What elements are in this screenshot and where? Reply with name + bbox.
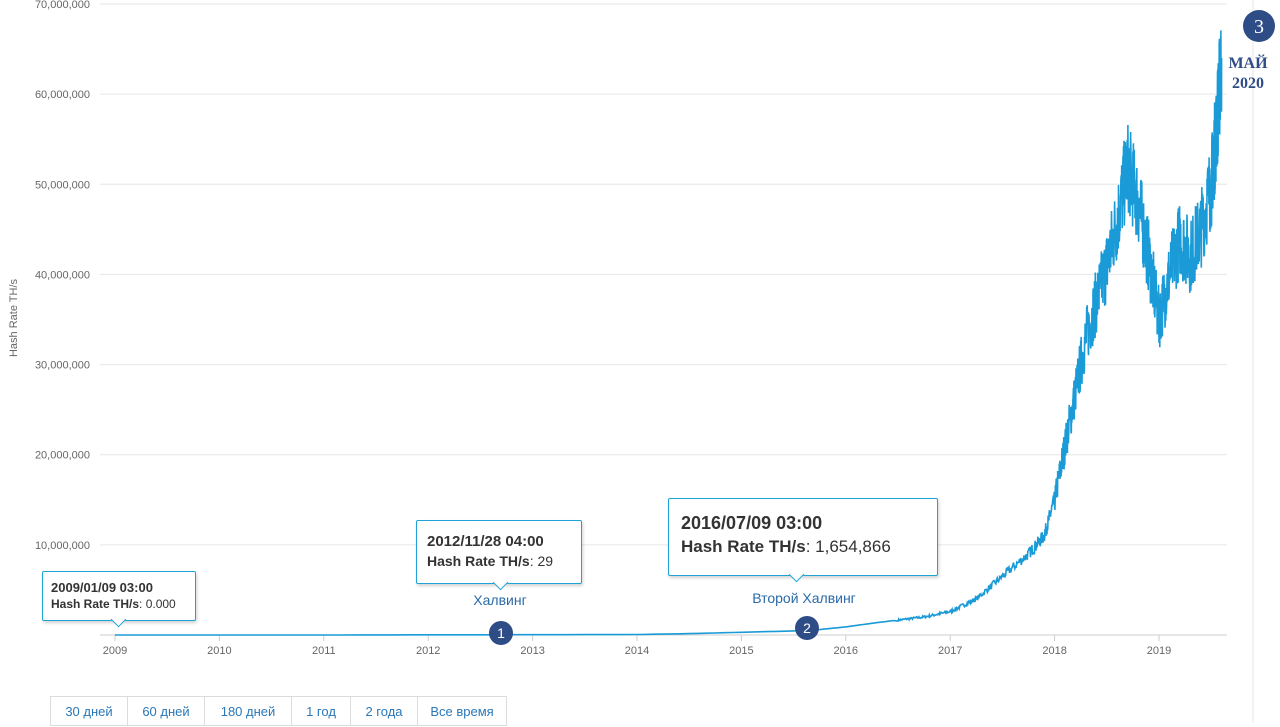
x-tick-label: 2013 — [520, 645, 544, 657]
tooltip-key: Hash Rate TH/s — [681, 537, 806, 556]
range-button-30d[interactable]: 30 дней — [50, 696, 128, 726]
x-tick-label: 2010 — [207, 645, 231, 657]
x-tick-label: 2012 — [416, 645, 440, 657]
range-button-all[interactable]: Все время — [417, 696, 507, 726]
tooltip-value-line: Hash Rate TH/s: 29 — [427, 553, 554, 569]
tooltip-key: Hash Rate TH/s — [427, 553, 530, 569]
x-tick-label: 2018 — [1042, 645, 1066, 657]
tooltip-2009: 2009/01/09 03:00 Hash Rate TH/s: 0.000 — [42, 571, 196, 628]
grid-lines — [100, 3, 1227, 546]
range-selector: 30 дней 60 дней 180 дней 1 год 2 года Вс… — [50, 696, 507, 726]
x-tick-label: 2009 — [103, 645, 127, 657]
y-tick-label: 50,000,000 — [35, 179, 90, 191]
range-button-1y[interactable]: 1 год — [291, 696, 351, 726]
x-axis: 2009 2010 2011 2012 2013 2014 2015 2016 2017 2018… — [100, 634, 1227, 657]
halving-2-number: 2 — [803, 620, 811, 636]
tooltip-date: 2012/11/28 04:00 — [427, 533, 544, 550]
y-tick-label: 60,000,000 — [35, 89, 90, 101]
range-button-2y[interactable]: 2 года — [350, 696, 418, 726]
x-tick-label: 2011 — [312, 645, 336, 657]
halving-2-marker — [795, 616, 819, 640]
halving-2-label: Второй Халвинг — [752, 590, 856, 606]
x-tick-label: 2014 — [625, 645, 649, 657]
range-button-180d[interactable]: 180 дней — [204, 696, 292, 726]
tooltip-value: 29 — [537, 553, 554, 569]
halving-3-year: 2020 — [1232, 75, 1264, 92]
halving-3-label: МАЙ — [1228, 53, 1268, 72]
halving-1-label: Халвинг — [473, 592, 526, 608]
y-axis-title: Hash Rate TH/s — [8, 278, 20, 357]
y-tick-label: 20,000,000 — [35, 450, 90, 462]
tooltip-date: 2009/01/09 03:00 — [51, 580, 153, 595]
tooltip-value-line: Hash Rate TH/s: 1,654,866 — [681, 537, 891, 556]
x-tick-label: 2019 — [1147, 645, 1171, 657]
range-button-60d[interactable]: 60 дней — [127, 696, 205, 726]
tooltip-2016: 2016/07/09 03:00 Hash Rate TH/s: 1,654,8… — [668, 498, 938, 583]
y-tick-label: 70,000,000 — [35, 0, 90, 11]
y-axis: 10,000,000 20,000,000 30,000,000 40,000,000… — [35, 0, 90, 552]
y-tick-label: 10,000,000 — [35, 540, 90, 552]
x-tick-label: 2016 — [834, 645, 858, 657]
y-tick-label: 40,000,000 — [35, 269, 90, 281]
hashrate-series-line — [115, 30, 1223, 636]
tooltip-date: 2016/07/09 03:00 — [681, 513, 823, 533]
tooltip-value: 1,654,866 — [815, 537, 891, 556]
x-tick-label: 2015 — [729, 645, 753, 657]
tooltip-key: Hash Rate TH/s — [51, 597, 140, 611]
tooltip-value: 0.000 — [145, 597, 176, 611]
tooltip-2012: 2012/11/28 04:00 Hash Rate TH/s: 29 — [416, 520, 582, 591]
halving-1-marker — [489, 621, 513, 645]
halving-3-marker — [1243, 10, 1275, 42]
halving-3-number: 3 — [1254, 16, 1264, 38]
x-tick-label: 2017 — [938, 645, 962, 657]
tooltip-value-line: Hash Rate TH/s: 0.000 — [51, 597, 176, 611]
y-tick-label: 30,000,000 — [35, 360, 90, 372]
halving-1-number: 1 — [497, 625, 505, 641]
